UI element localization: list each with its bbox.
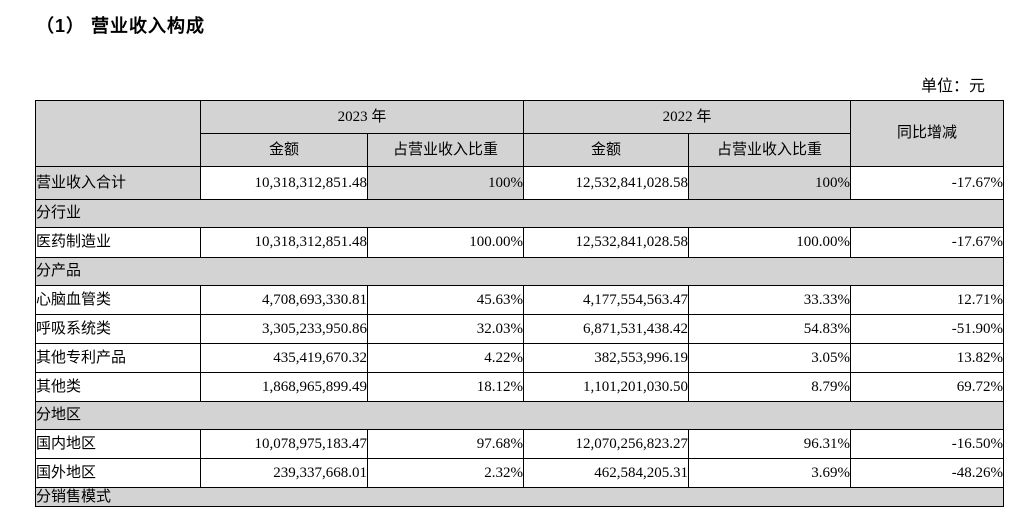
pct-2023: 18.12%: [366, 372, 525, 402]
pct-2023: 32.03%: [366, 314, 525, 344]
section-row-industry: 分行业: [34, 199, 1005, 228]
pct-2022: 100%: [688, 166, 852, 200]
amount-2022: 12,532,841,028.58: [523, 166, 690, 200]
pct-2022: 100.00%: [688, 227, 852, 258]
row-label: 营业收入合计: [35, 166, 201, 200]
amount-2023: 435,419,670.32: [200, 343, 368, 373]
yoy-change: 13.82%: [850, 343, 1005, 373]
pct-2022: 54.83%: [688, 314, 852, 344]
table-row: 国内地区 10,078,975,183.47 97.68% 12,070,256…: [35, 429, 1005, 459]
corner-cell: [35, 100, 201, 167]
table-row-total: 营业收入合计 10,318,312,851.48 100% 12,532,841…: [35, 166, 1005, 200]
pct-2022: 8.79%: [688, 372, 852, 402]
row-label: 其他专利产品: [35, 343, 201, 373]
pct-2022-header: 占营业收入比重: [688, 133, 852, 167]
amount-2023: 3,305,233,950.86: [200, 314, 368, 344]
amount-2022: 4,177,554,563.47: [523, 285, 690, 315]
section-label: 分销售模式: [34, 487, 1005, 507]
yoy-change: -48.26%: [850, 458, 1005, 488]
pct-2023: 45.63%: [366, 285, 525, 315]
pct-2023: 97.68%: [366, 429, 525, 459]
row-label: 国内地区: [35, 429, 201, 459]
pct-2022: 3.69%: [688, 458, 852, 488]
pct-2022: 3.05%: [688, 343, 852, 373]
section-row-sales-model: 分销售模式: [34, 487, 1005, 507]
yoy-change: -51.90%: [850, 314, 1005, 344]
yoy-change: -16.50%: [850, 429, 1005, 459]
amount-2022: 12,532,841,028.58: [523, 227, 690, 258]
amount-2023: 10,318,312,851.48: [200, 166, 368, 200]
amount-2023: 10,078,975,183.47: [200, 429, 368, 459]
revenue-composition-table: 2023 年 2022 年 同比增减 金额 占营业收入比重 金额 占营业收入比重…: [34, 100, 1005, 507]
pct-2022: 33.33%: [688, 285, 852, 315]
amount-2023: 239,337,668.01: [200, 458, 368, 488]
row-label: 医药制造业: [35, 227, 201, 258]
section-label: 分行业: [34, 199, 1005, 228]
amount-2022: 12,070,256,823.27: [523, 429, 690, 459]
amount-2023-header: 金额: [200, 133, 368, 167]
page-title: （1） 营业收入构成: [36, 16, 206, 36]
yoy-change: -17.67%: [850, 166, 1005, 200]
table-row: 国外地区 239,337,668.01 2.32% 462,584,205.31…: [35, 458, 1005, 488]
section-label: 分产品: [34, 257, 1005, 286]
pct-2023: 100%: [366, 166, 525, 200]
amount-2022: 382,553,996.19: [523, 343, 690, 373]
amount-2022-header: 金额: [523, 133, 690, 167]
row-label: 呼吸系统类: [35, 314, 201, 344]
yoy-change: -17.67%: [850, 227, 1005, 258]
header-row-measures: 金额 占营业收入比重 金额 占营业收入比重: [36, 133, 1004, 167]
table-row: 医药制造业 10,318,312,851.48 100.00% 12,532,8…: [35, 227, 1005, 258]
section-label: 分地区: [34, 401, 1005, 430]
table-row: 心脑血管类 4,708,693,330.81 45.63% 4,177,554,…: [35, 285, 1005, 315]
section-row-region: 分地区: [34, 401, 1005, 430]
unit-label: 单位：元: [920, 78, 985, 95]
amount-2023: 1,868,965,899.49: [200, 372, 368, 402]
pct-2023: 4.22%: [366, 343, 525, 373]
section-row-product: 分产品: [34, 257, 1005, 286]
pct-2023-header: 占营业收入比重: [366, 133, 525, 167]
amount-2022: 462,584,205.31: [523, 458, 690, 488]
amount-2023: 10,318,312,851.48: [200, 227, 368, 258]
row-label: 其他类: [35, 372, 201, 402]
table-row: 其他专利产品 435,419,670.32 4.22% 382,553,996.…: [35, 343, 1005, 373]
amount-2022: 1,101,201,030.50: [523, 372, 690, 402]
yoy-header: 同比增减: [850, 100, 1005, 167]
pct-2022: 96.31%: [688, 429, 852, 459]
header-row-years: 2023 年 2022 年 同比增减: [35, 100, 1005, 167]
row-label: 心脑血管类: [35, 285, 201, 315]
amount-2022: 6,871,531,438.42: [523, 314, 690, 344]
pct-2023: 100.00%: [366, 227, 525, 258]
table-row: 其他类 1,868,965,899.49 18.12% 1,101,201,03…: [35, 372, 1005, 402]
table-row: 呼吸系统类 3,305,233,950.86 32.03% 6,871,531,…: [35, 314, 1005, 344]
yoy-change: 12.71%: [850, 285, 1005, 315]
yoy-change: 69.72%: [850, 372, 1005, 402]
amount-2023: 4,708,693,330.81: [200, 285, 368, 315]
year-2023-header: 2023 年: [199, 100, 525, 134]
year-2022-header: 2022 年: [523, 100, 852, 134]
pct-2023: 2.32%: [366, 458, 525, 488]
row-label: 国外地区: [35, 458, 201, 488]
